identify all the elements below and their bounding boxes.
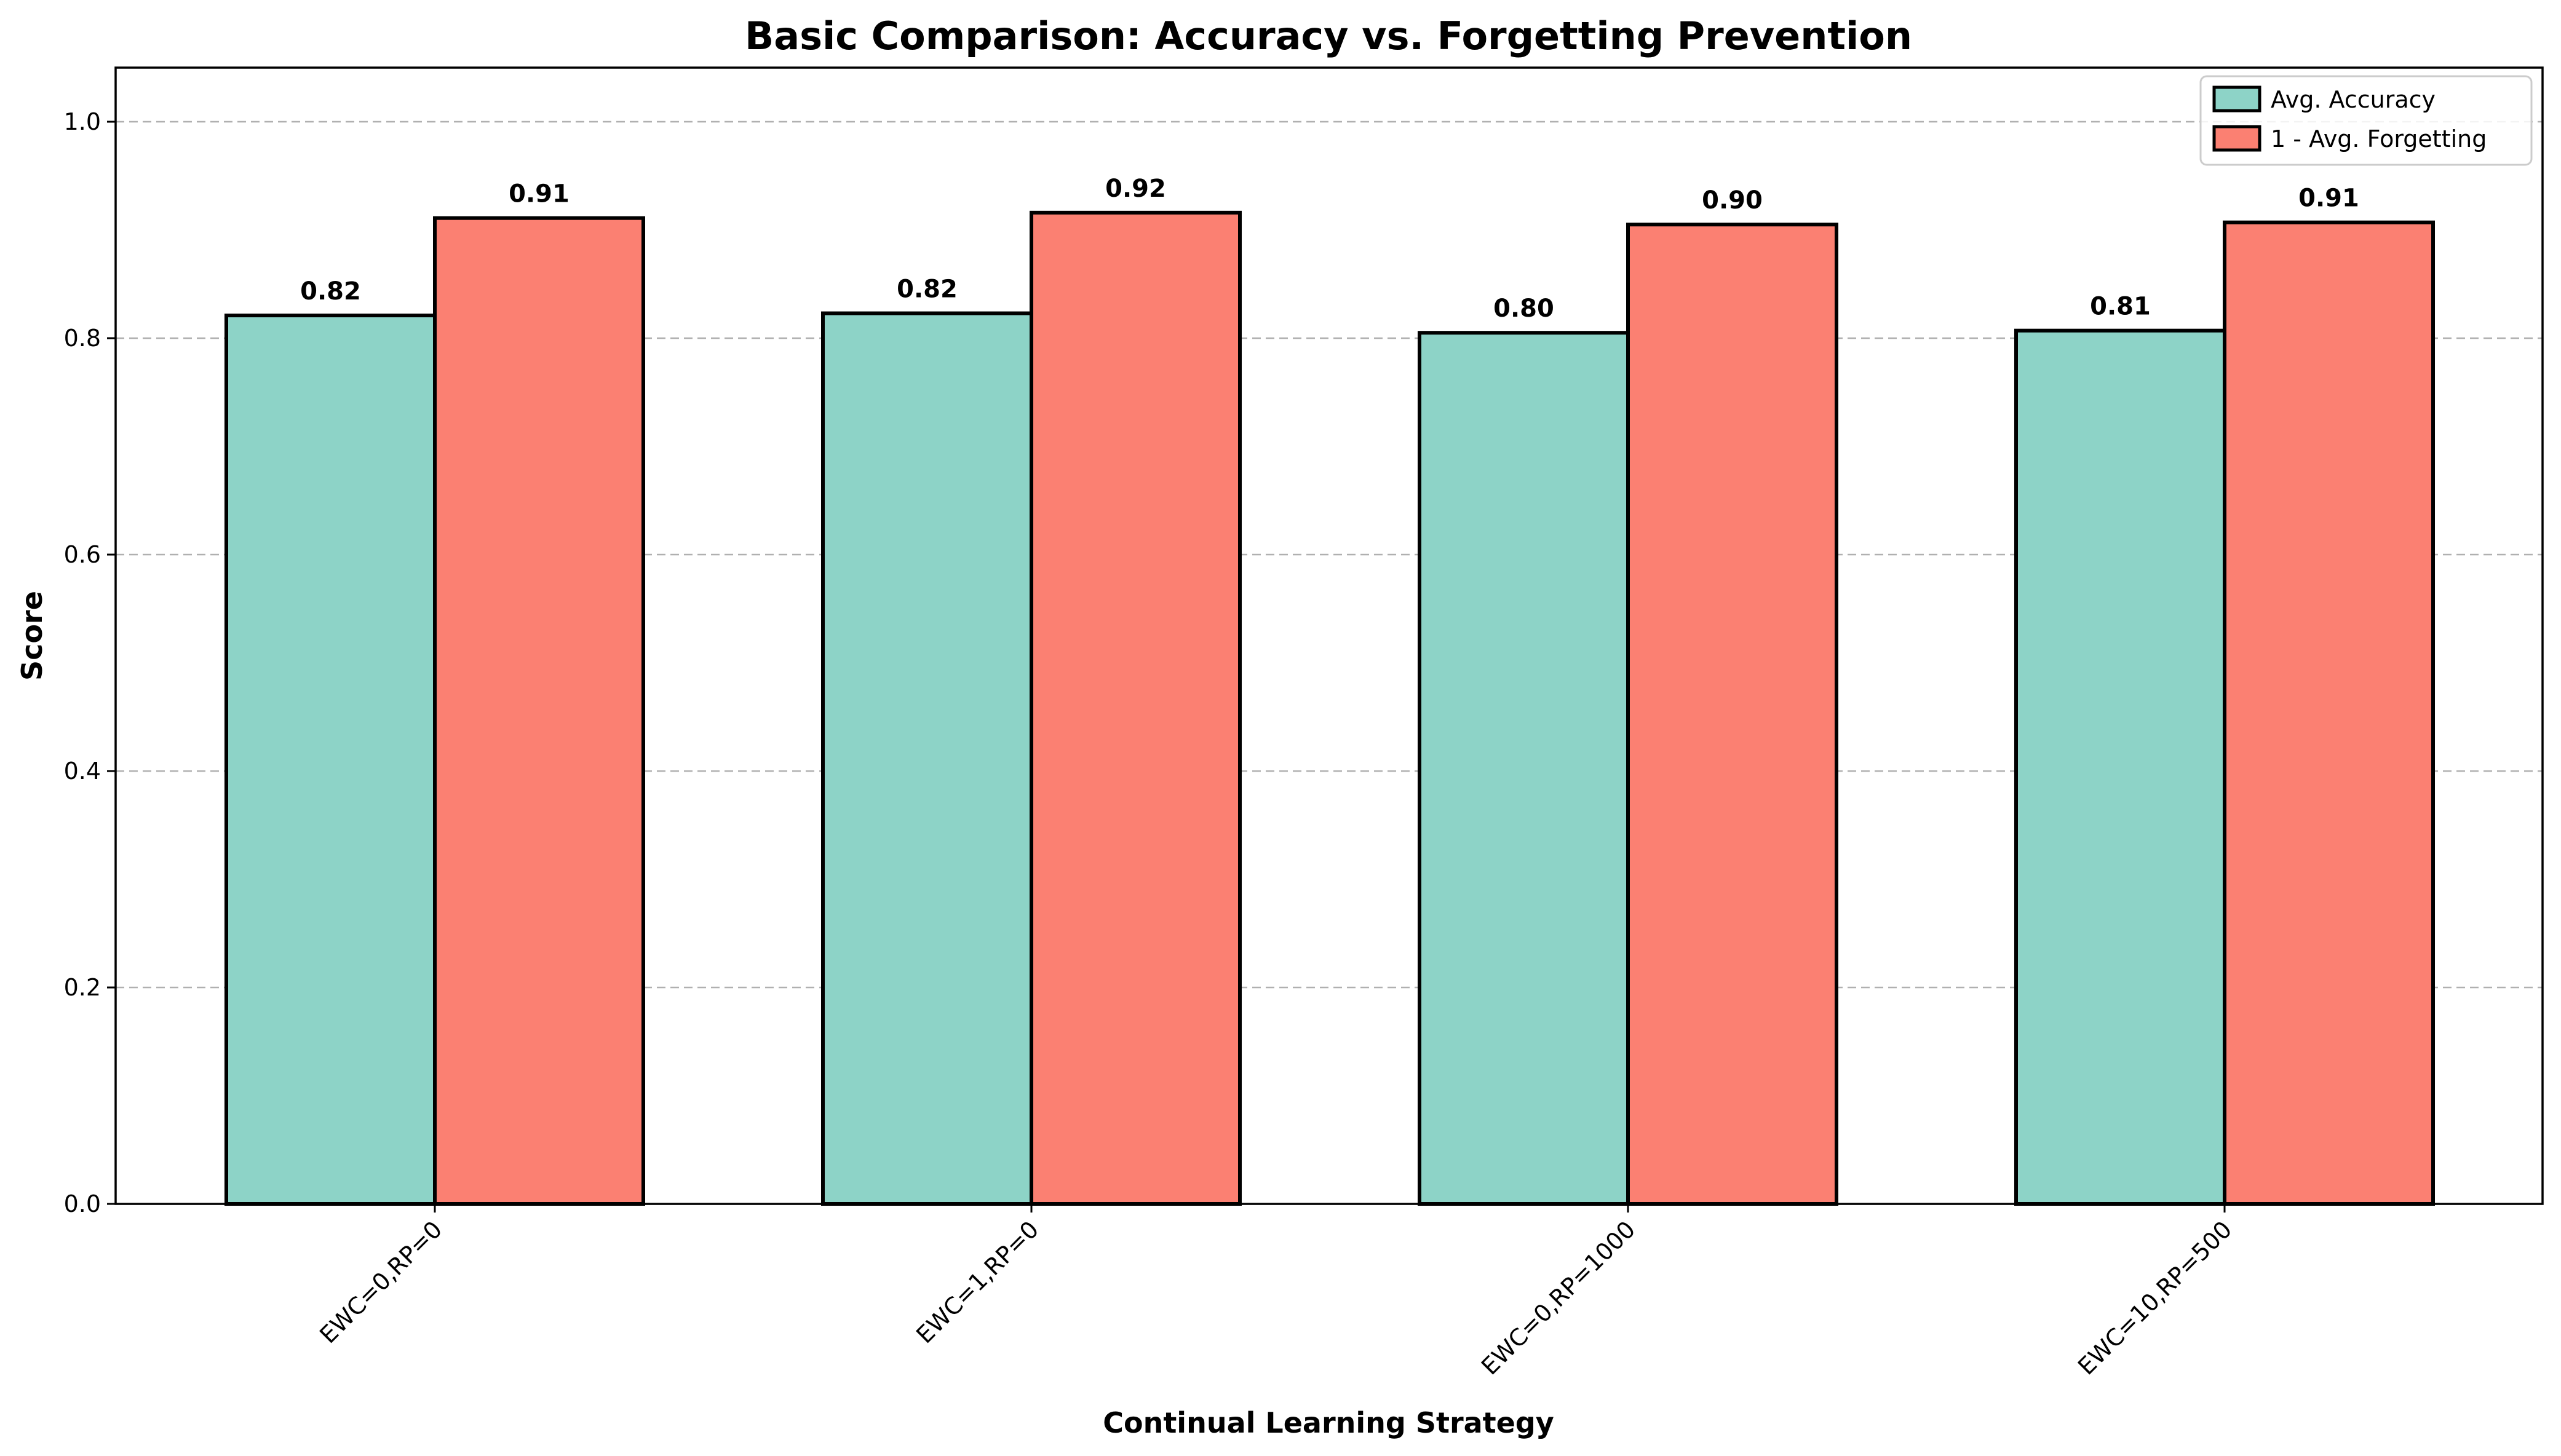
legend-label: Avg. Accuracy [2271, 86, 2436, 113]
bar-value-label: 0.82 [897, 275, 958, 304]
plot-frame [114, 66, 2544, 1205]
chart-title: Basic Comparison: Accuracy vs. Forgettin… [745, 14, 1912, 58]
x-tick-label: EWC=1,RP=0 [911, 1216, 1044, 1348]
legend-label: 1 - Avg. Forgetting [2271, 125, 2487, 152]
bar-value-label: 0.82 [300, 277, 361, 306]
x-tick-label: EWC=0,RP=1000 [1476, 1216, 1640, 1380]
x-tick-label: EWC=10,RP=500 [2073, 1216, 2237, 1380]
bar [1626, 223, 1838, 1206]
y-axis-label: Score [15, 591, 49, 681]
bar [2014, 328, 2226, 1206]
y-tick-label: 0.2 [64, 974, 101, 1001]
bar-value-label: 0.90 [1702, 186, 1763, 215]
bar [821, 311, 1033, 1206]
bar-value-label: 0.91 [2298, 184, 2359, 213]
bar-value-label: 0.91 [509, 180, 570, 208]
legend-swatch [2212, 85, 2261, 113]
legend: Avg. Accuracy 1 - Avg. Forgetting [2199, 75, 2533, 166]
data-labels: 0.82 0.91 0.82 0.92 0.80 0.90 0.81 0.91 [300, 175, 2359, 323]
y-tick-label: 0.6 [64, 541, 101, 568]
bar-value-label: 0.81 [2090, 293, 2151, 321]
bars [224, 210, 2435, 1206]
legend-swatch [2212, 125, 2261, 152]
bar-value-label: 0.92 [1105, 175, 1166, 203]
bar [2223, 220, 2435, 1206]
y-tick-label: 1.0 [64, 108, 101, 135]
bar [1030, 210, 1242, 1206]
y-tick-label: 0.8 [64, 325, 101, 352]
y-tick-label: 0.4 [64, 758, 101, 785]
bar [224, 314, 437, 1206]
bar [433, 216, 645, 1206]
bar [1418, 331, 1630, 1206]
x-axis-label: Continual Learning Strategy [1103, 1406, 1554, 1439]
x-tick-label: EWC=0,RP=0 [314, 1216, 447, 1348]
y-tick-label: 0.0 [64, 1190, 101, 1217]
legend-box [2199, 75, 2533, 166]
bar-value-label: 0.80 [1493, 295, 1554, 323]
